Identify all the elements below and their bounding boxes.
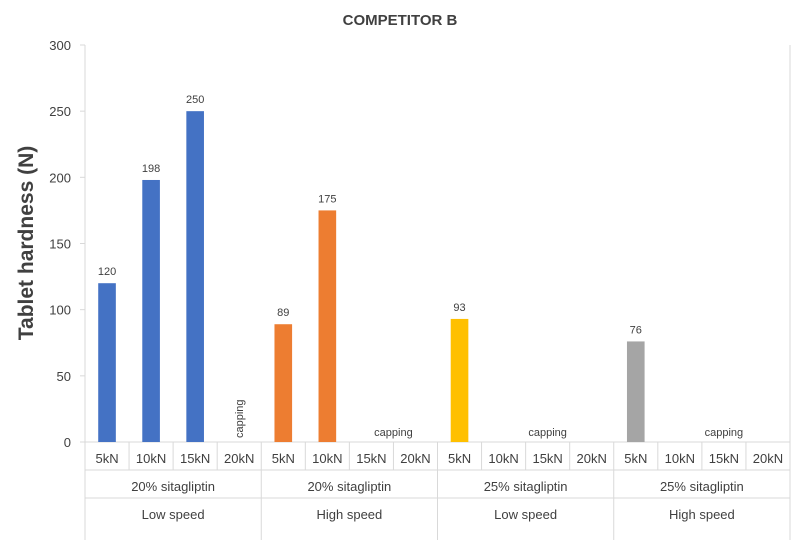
x-tick-label: 15kN — [180, 451, 210, 466]
speed-label: Low speed — [142, 507, 205, 522]
y-tick-label: 200 — [49, 170, 71, 185]
y-tick-label: 150 — [49, 237, 71, 252]
x-tick-label: 5kN — [448, 451, 471, 466]
data-label: 89 — [277, 307, 289, 319]
capping-annotation: capping — [528, 427, 567, 439]
x-tick-label: 10kN — [312, 451, 342, 466]
x-tick-label: 20kN — [577, 451, 607, 466]
bar — [186, 111, 204, 443]
capping-annotation: capping — [234, 399, 246, 438]
x-tick-label: 5kN — [272, 451, 295, 466]
bar — [626, 341, 645, 442]
y-tick-label: 300 — [49, 38, 71, 53]
x-tick-label: 15kN — [709, 451, 739, 466]
speed-label: High speed — [316, 507, 382, 522]
y-tick-label: 0 — [64, 435, 71, 450]
bar — [98, 283, 116, 442]
plot-area: 0 50 100 150 200 250 300 120 5kN 198 10kN 250 15kN 20… — [49, 38, 791, 540]
y-tick-label: 250 — [49, 104, 71, 119]
x-tick-label: 10kN — [136, 451, 166, 466]
chart-title: COMPETITOR B — [343, 12, 458, 29]
capping-annotation: capping — [374, 427, 413, 439]
y-tick-label: 50 — [57, 369, 71, 384]
capping-annotation: capping — [705, 427, 744, 439]
data-label: 175 — [318, 193, 336, 205]
data-label: 76 — [630, 324, 642, 336]
x-tick-label: 15kN — [356, 451, 386, 466]
x-tick-label: 10kN — [665, 451, 695, 466]
formulation-label: 25% sitagliptin — [660, 479, 744, 494]
x-tick-label: 10kN — [488, 451, 518, 466]
formulation-label: 25% sitagliptin — [484, 479, 568, 494]
y-axis-label: Tablet hardness (N) — [15, 146, 38, 340]
bar — [142, 179, 160, 443]
x-tick-label: 20kN — [753, 451, 783, 466]
bar — [274, 324, 293, 442]
data-label: 93 — [453, 302, 465, 314]
x-tick-label: 15kN — [532, 451, 562, 466]
speed-label: Low speed — [494, 507, 557, 522]
speed-label: High speed — [669, 507, 735, 522]
x-tick-label: 20kN — [224, 451, 254, 466]
y-tick-label: 100 — [49, 303, 71, 318]
x-tick-label: 20kN — [400, 451, 430, 466]
data-label: 120 — [98, 266, 116, 278]
formulation-label: 20% sitagliptin — [307, 479, 391, 494]
x-tick-label: 5kN — [95, 451, 118, 466]
formulation-label: 20% sitagliptin — [131, 479, 215, 494]
bar — [318, 210, 337, 442]
data-label: 198 — [142, 163, 160, 175]
data-label: 250 — [186, 94, 204, 106]
bar — [450, 318, 469, 442]
x-tick-label: 5kN — [624, 451, 647, 466]
